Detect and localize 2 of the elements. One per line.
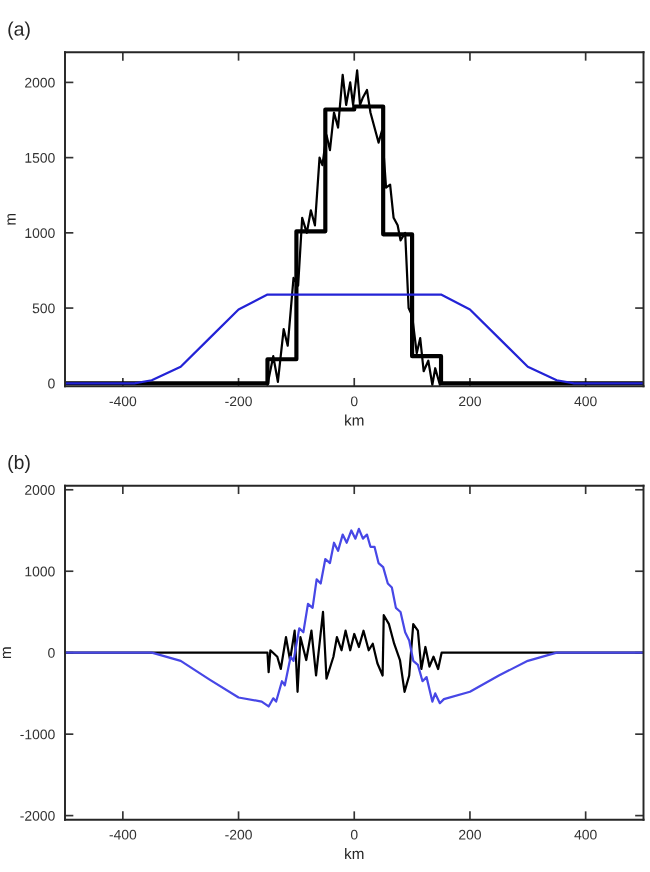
chart-title: (b) — [8, 454, 30, 474]
chart-title: (a) — [8, 21, 30, 40]
